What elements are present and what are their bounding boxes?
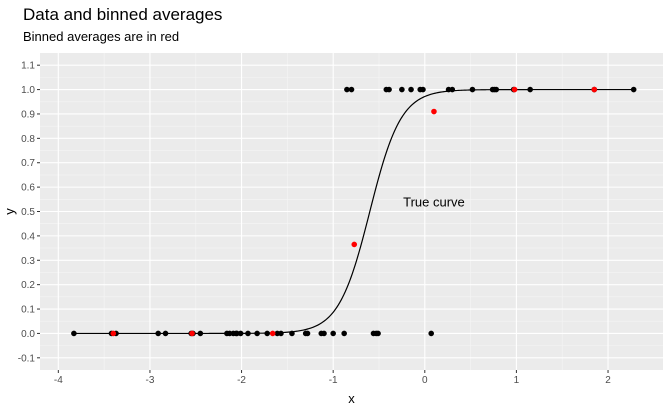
data-point [304, 330, 311, 337]
binned-average-point [511, 86, 518, 93]
y-tick-label: 0.3 [21, 256, 35, 267]
data-point [341, 330, 347, 337]
y-tick-label: 0.1 [21, 305, 35, 316]
y-tick-label: 0.8 [21, 134, 35, 145]
y-tick-label: 0.2 [21, 280, 35, 291]
y-tick-label: -0.1 [18, 353, 36, 364]
data-point [449, 86, 456, 93]
x-tick-label: -3 [145, 375, 154, 386]
y-axis-label: y [2, 208, 17, 215]
data-point [245, 330, 251, 337]
y-tick-label: 0.9 [21, 109, 35, 120]
binned-average-point [591, 86, 598, 93]
data-point [264, 330, 271, 337]
binned-average-point [189, 330, 195, 337]
data-point [71, 330, 77, 337]
x-tick-label: -2 [237, 375, 246, 386]
y-tick-label: 0.6 [21, 183, 35, 194]
true-curve-label: True curve [403, 195, 465, 210]
data-point [527, 86, 533, 93]
data-point [630, 86, 637, 93]
data-point [330, 330, 336, 337]
binned-average-point [269, 330, 276, 337]
axes-layer: -4 -3 -2 -1 0 1 2 -0.1 0.0 0.1 0.2 0.3 0.4 0.5 0.6 0.7 0… [18, 61, 611, 386]
x-tick-label: -1 [329, 375, 338, 386]
x-tick-label: -4 [54, 375, 63, 386]
x-tick-label: 1 [514, 375, 520, 386]
y-tick-label: 0.0 [21, 329, 35, 340]
y-tick-label: 0.7 [21, 158, 35, 169]
data-point [493, 86, 500, 93]
data-point [386, 86, 392, 93]
y-tick-label: 0.4 [21, 231, 35, 242]
y-tick-label: 0.5 [21, 207, 35, 218]
data-point [344, 86, 350, 93]
x-tick-label: 2 [605, 375, 611, 386]
x-tick-label: 0 [422, 375, 428, 386]
data-point [428, 330, 435, 337]
data-point [155, 330, 161, 337]
data-point [289, 330, 295, 337]
data-point [348, 86, 355, 93]
y-tick-label: 1.1 [21, 61, 35, 72]
x-axis-label: x [348, 391, 355, 406]
data-point [162, 330, 169, 337]
data-point [375, 330, 381, 337]
data-point [278, 330, 284, 337]
data-point [197, 330, 204, 337]
data-point [469, 86, 476, 93]
points-layer [71, 86, 637, 337]
binned-average-point [110, 330, 117, 337]
y-tick-label: 1.0 [21, 85, 35, 96]
data-point [237, 330, 244, 337]
major-gridlines [40, 53, 663, 370]
data-point [420, 86, 426, 93]
chart-title: Data and binned averages [23, 5, 223, 24]
binned-average-point [431, 108, 437, 115]
data-point [408, 86, 414, 93]
chart-subtitle: Binned averages are in red [23, 29, 180, 44]
binned-average-point [351, 241, 358, 248]
minor-gridlines [40, 53, 663, 370]
data-point [254, 330, 260, 337]
data-point [321, 330, 327, 337]
data-point [399, 86, 405, 93]
